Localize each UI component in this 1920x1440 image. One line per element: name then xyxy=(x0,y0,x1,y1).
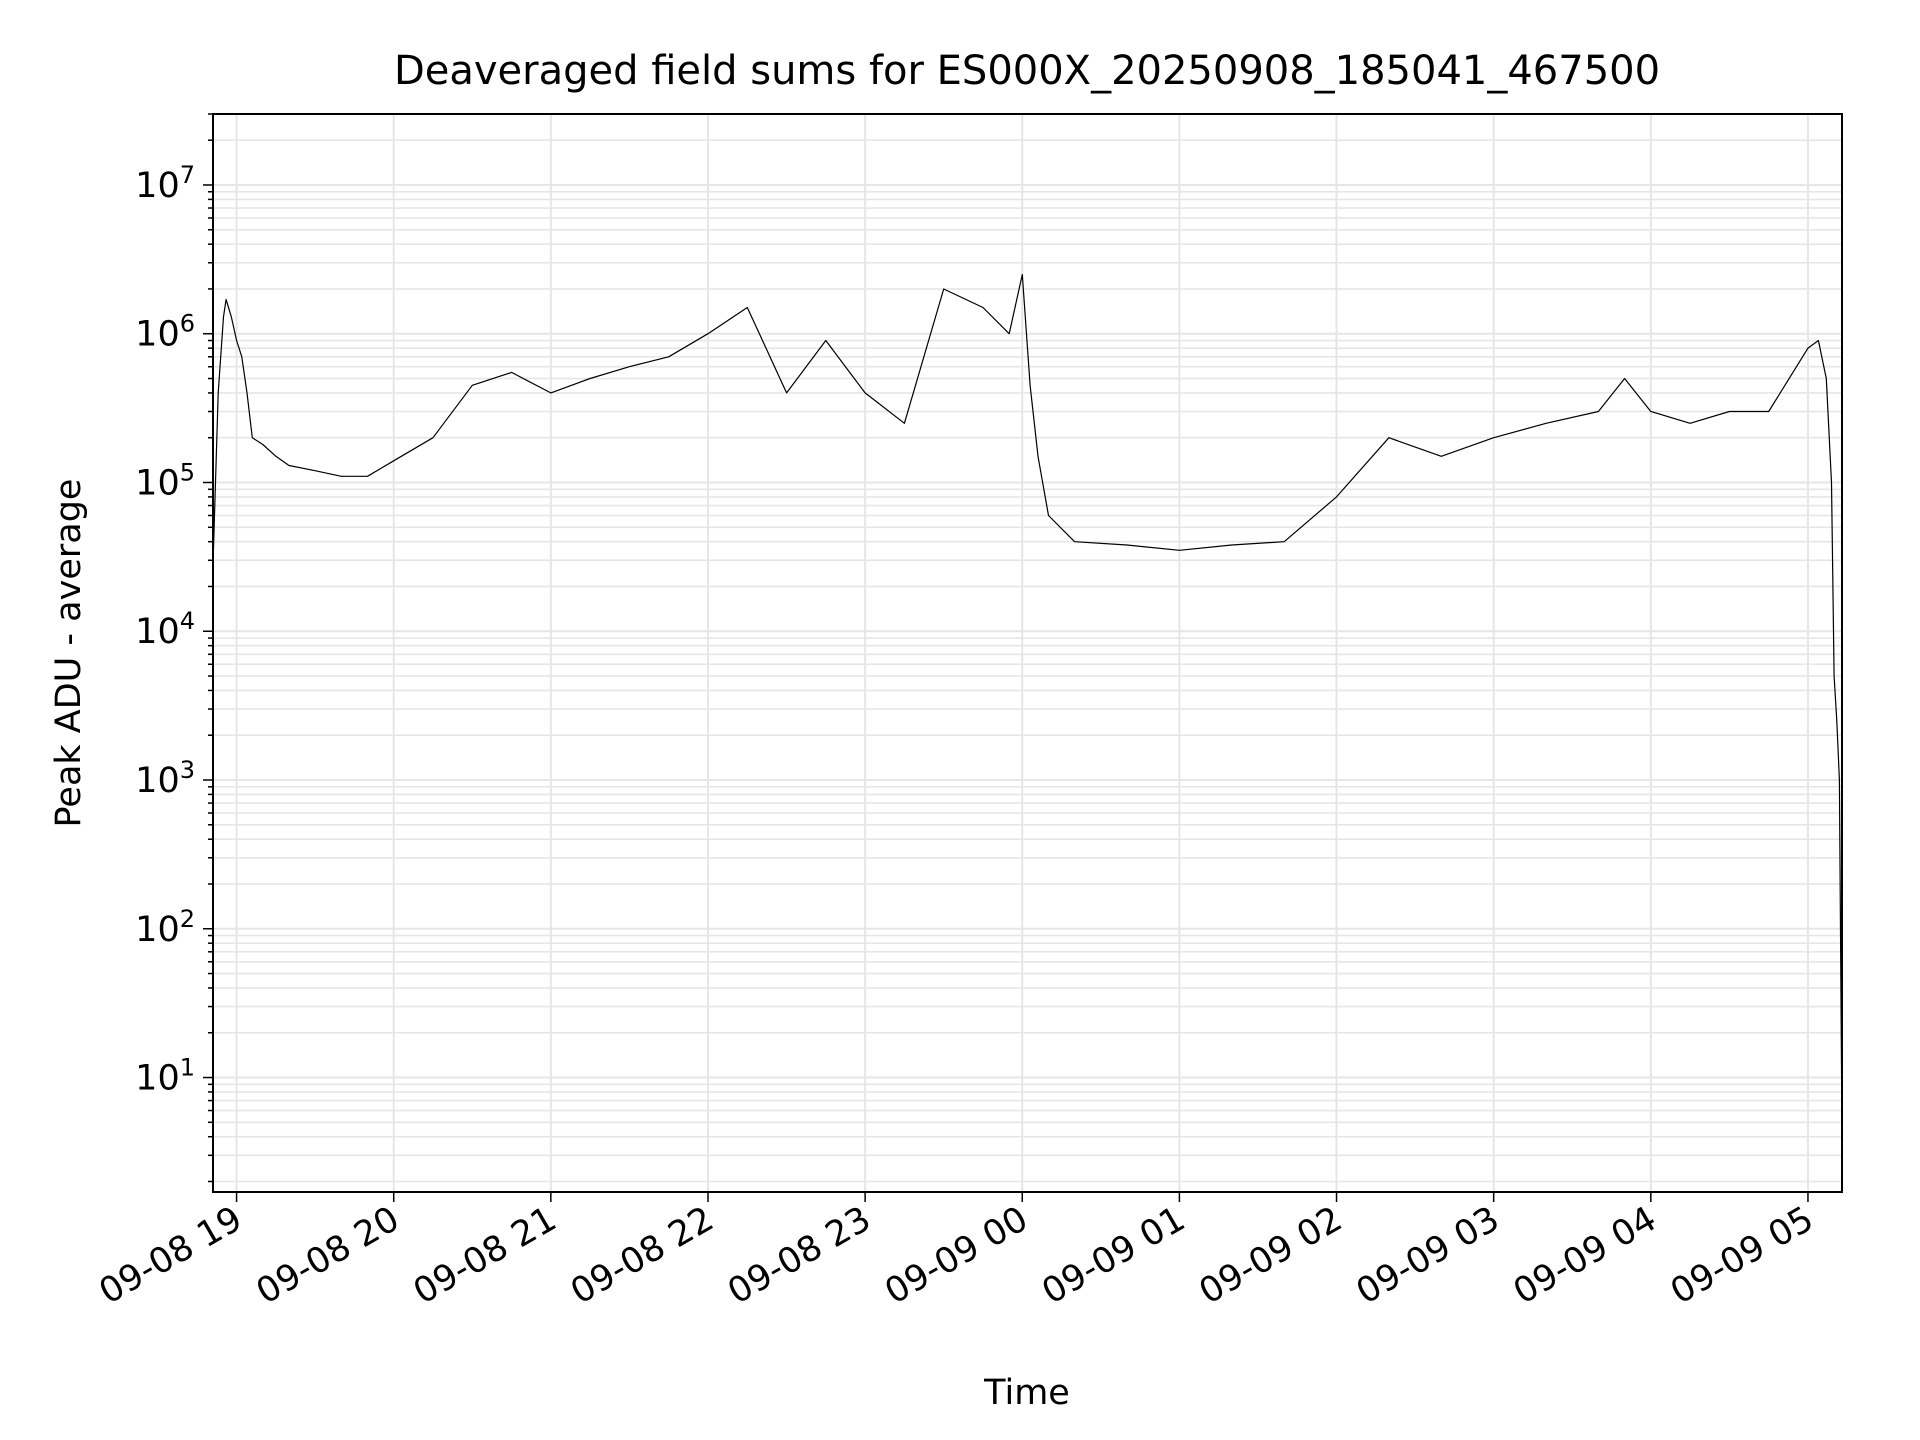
y-tick-label: 104 xyxy=(135,607,195,652)
y-tick-label: 106 xyxy=(135,310,195,355)
y-tick-label: 102 xyxy=(135,905,195,950)
series-layer xyxy=(212,273,1843,1137)
y-tick-label: 103 xyxy=(135,756,195,801)
series-line xyxy=(212,273,1843,1137)
plot-frame xyxy=(212,113,1843,1193)
y-axis-label: Peak ADU - average xyxy=(49,479,89,828)
y-tick-label: 105 xyxy=(135,458,195,503)
y-tick-label: 101 xyxy=(135,1054,195,1099)
grid xyxy=(213,113,1842,1192)
chart-title: Deaveraged field sums for ES000X_2025090… xyxy=(394,48,1660,94)
x-axis-label: Time xyxy=(983,1373,1070,1413)
y-tick-label: 107 xyxy=(135,161,195,206)
